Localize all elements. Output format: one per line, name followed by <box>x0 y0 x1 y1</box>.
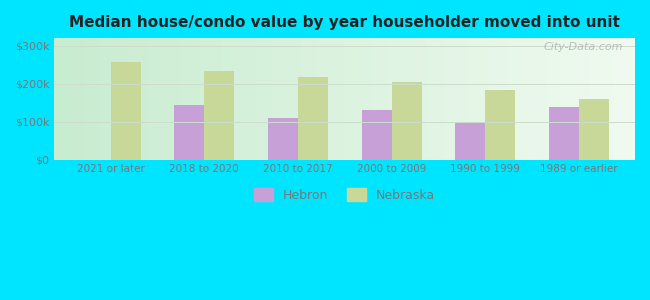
Bar <box>204 71 234 160</box>
Text: City-Data.com: City-Data.com <box>544 42 623 52</box>
Bar <box>485 90 515 160</box>
Bar <box>361 110 391 160</box>
Bar <box>455 122 485 160</box>
Bar <box>391 82 421 160</box>
Bar <box>174 105 204 160</box>
Bar <box>549 107 578 160</box>
Title: Median house/condo value by year householder moved into unit: Median house/condo value by year househo… <box>70 15 620 30</box>
Bar <box>578 99 609 160</box>
Legend: Hebron, Nebraska: Hebron, Nebraska <box>250 183 440 207</box>
Bar <box>111 62 140 160</box>
Bar <box>298 77 328 160</box>
Bar <box>268 118 298 160</box>
